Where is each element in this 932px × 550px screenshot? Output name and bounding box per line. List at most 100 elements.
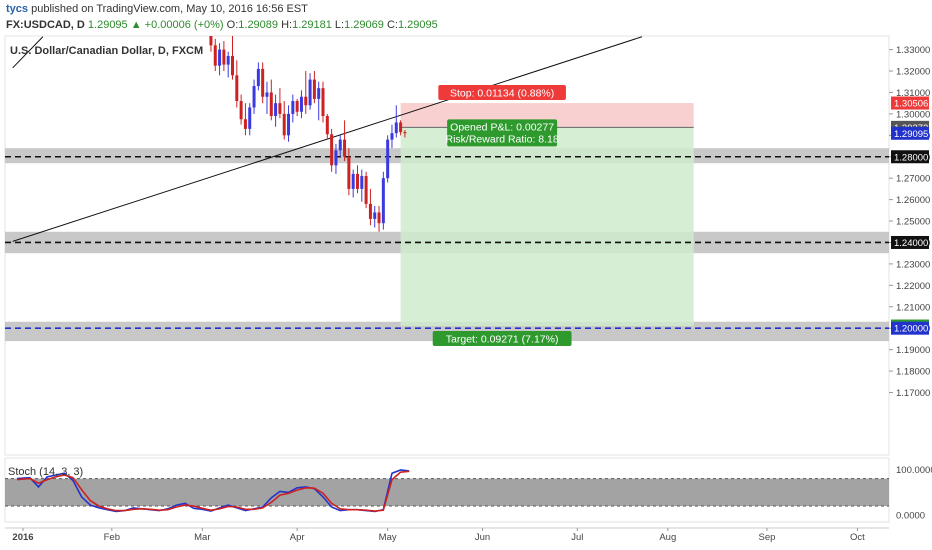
y-tick-label-10: 1.23000 (896, 259, 930, 270)
ohlc-line: FX:USDCAD, D 1.29095 ▲ +0.00006 (+0%) O:… (6, 19, 438, 31)
candle-body-10 (252, 86, 256, 108)
author-link[interactable]: tycs (6, 3, 29, 15)
stoch-label: Stoch (14, 3, 3) (8, 466, 84, 478)
candle-body-41 (386, 139, 390, 179)
x-tick-label-0: 2016 (12, 532, 33, 543)
y-tick-label-2: 1.31000 (896, 88, 930, 99)
candle-body-37 (368, 203, 372, 219)
price-tag-bg-6 (891, 321, 929, 335)
candle-body-7 (239, 101, 243, 120)
candle-body-33 (351, 173, 355, 189)
candle-body-40 (381, 178, 385, 224)
candle-body-29 (334, 150, 338, 166)
low-value: 1.29069 (344, 19, 384, 31)
open-label: O: (226, 19, 239, 31)
candle-body-2 (218, 49, 222, 66)
pnl-label-bg (447, 119, 558, 147)
high-label: H: (281, 19, 293, 31)
candle-body-21 (299, 96, 303, 112)
candle-body-9 (248, 107, 252, 129)
candle-body-28 (330, 134, 334, 166)
candle-body-1 (213, 45, 217, 66)
candle-body-31 (343, 139, 347, 157)
candle-body-24 (312, 79, 316, 99)
candle-body-11 (256, 68, 260, 87)
rr-label: Risk/Reward Ratio: 8.18 (446, 133, 559, 145)
candle-body-5 (231, 56, 234, 76)
price-tag-2: 1.29095 (894, 129, 928, 140)
x-tick-label-8: Sep (758, 532, 775, 543)
close-label: C: (386, 19, 398, 31)
candle-body-12 (261, 68, 265, 97)
candle-body-4 (226, 56, 230, 65)
candle-body-19 (291, 101, 295, 114)
y-tick-label-11: 1.22000 (896, 281, 930, 292)
x-tick-label-1: Feb (104, 532, 120, 543)
high-value: 1.29181 (292, 19, 332, 31)
candle-body-39 (377, 212, 381, 224)
x-tick-label-6: Jul (571, 532, 583, 543)
candle-body-45 (403, 132, 407, 134)
price-change: ▲ +0.00006 (+0%) (130, 19, 224, 31)
price-tag-bg-4 (891, 235, 929, 249)
candle-body-15 (274, 103, 278, 117)
candle-body-36 (364, 176, 368, 204)
candle-body-35 (360, 176, 364, 189)
price-tag-3: 1.28000 (894, 152, 928, 163)
y-tick-label-8: 1.25000 (896, 217, 930, 228)
candle-body-32 (347, 156, 351, 189)
target-area (400, 127, 694, 327)
price-tag-bg-2 (891, 126, 929, 140)
y-tick-label-6: 1.27000 (896, 174, 930, 185)
candle-body-42 (390, 133, 394, 140)
symbol-label: FX:USDCAD, D (6, 19, 85, 31)
candle-body-38 (373, 212, 377, 219)
stoch-series-D (16, 470, 410, 512)
candle-body-6 (235, 75, 239, 102)
main-plot (5, 36, 889, 342)
stop-label-bg (438, 85, 566, 101)
candle-body-27 (325, 116, 329, 135)
candle-body-16 (278, 103, 282, 114)
trendline-1 (12, 36, 44, 69)
candle-body-43 (394, 122, 398, 134)
candle-body-30 (338, 139, 342, 151)
close-value: 1.29095 (397, 19, 438, 31)
y-tick-label-14: 1.19000 (896, 345, 930, 356)
y-tick-label-12: 1.21000 (896, 302, 930, 313)
low-label: L: (334, 19, 345, 31)
candle-body-0 (209, 36, 213, 46)
candle-body-26 (321, 88, 325, 117)
candle-body-14 (269, 92, 273, 117)
candle-body-8 (243, 119, 247, 129)
x-tick-label-2: Mar (194, 532, 210, 543)
published-text: published on TradingView.com, May 10, 20… (31, 3, 308, 15)
y-tick-label-15: 1.18000 (896, 367, 930, 378)
publish-line: tycs published on TradingView.com, May 1… (6, 3, 308, 15)
candle-body-34 (355, 173, 359, 189)
target-label-bg (432, 331, 572, 347)
price-tag-6: 1.20000 (894, 324, 928, 335)
y-tick-label-0: 1.33000 (896, 45, 930, 56)
x-tick-label-5: Jun (475, 532, 490, 543)
stoch-plot (5, 469, 889, 513)
price-tag-bg-3 (891, 150, 929, 164)
price-tag-bg-0 (891, 96, 929, 110)
target-label: Target: 0.09271 (7.17%) (446, 334, 559, 346)
candle-body-22 (304, 96, 308, 106)
candle-body-17 (282, 113, 286, 136)
stoch-tick-label-1: 0.0000 (896, 511, 925, 522)
y-tick-label-16: 1.17000 (896, 388, 930, 399)
candle-body-20 (295, 101, 299, 112)
y-tick-label-7: 1.26000 (896, 195, 930, 206)
y-tick-label-1: 1.32000 (896, 67, 930, 78)
pnl-label: Opened P&L: 0.00277 (450, 121, 554, 133)
candle-body-3 (222, 49, 226, 65)
x-tick-label-4: May (379, 532, 397, 543)
x-tick-label-9: Oct (850, 532, 865, 543)
y-tick-label-3: 1.30000 (896, 109, 930, 120)
candle-body-25 (317, 88, 321, 99)
last-price: 1.29095 (87, 19, 128, 31)
price-tag-0: 1.30506 (894, 99, 928, 110)
